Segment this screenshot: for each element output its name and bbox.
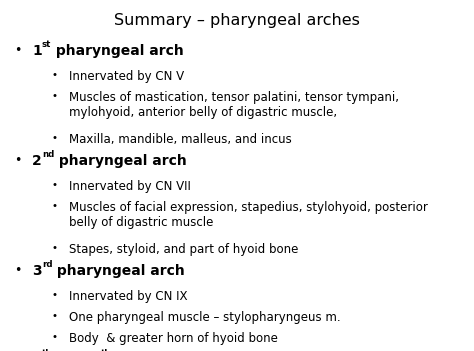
Text: pharyngeal arch: pharyngeal arch: [51, 44, 184, 58]
Text: •: •: [52, 332, 57, 342]
Text: •: •: [14, 264, 22, 277]
Text: th: th: [42, 349, 52, 351]
Text: •: •: [52, 180, 57, 190]
Text: •: •: [14, 154, 22, 167]
Text: Muscles of mastication, tensor palatini, tensor tympani,
mylohyoid, anterior bel: Muscles of mastication, tensor palatini,…: [69, 91, 399, 119]
Text: •: •: [52, 133, 57, 143]
Text: Maxilla, mandible, malleus, and incus: Maxilla, mandible, malleus, and incus: [69, 133, 292, 146]
Text: •: •: [14, 44, 22, 57]
Text: pharyngeal arch: pharyngeal arch: [54, 154, 187, 168]
Text: Muscles of facial expression, stapedius, stylohyoid, posterior
belly of digastri: Muscles of facial expression, stapedius,…: [69, 201, 428, 229]
Text: Body  & greater horn of hyoid bone: Body & greater horn of hyoid bone: [69, 332, 278, 345]
Text: •: •: [52, 311, 57, 321]
Text: •: •: [52, 243, 57, 253]
Text: 1: 1: [32, 44, 42, 58]
Text: •: •: [52, 91, 57, 101]
Text: pharyngeal arch: pharyngeal arch: [52, 264, 185, 278]
Text: st: st: [42, 40, 51, 49]
Text: 3: 3: [32, 264, 42, 278]
Text: Innervated by CN IX: Innervated by CN IX: [69, 290, 187, 303]
Text: •: •: [52, 70, 57, 80]
Text: One pharyngeal muscle – stylopharyngeus m.: One pharyngeal muscle – stylopharyngeus …: [69, 311, 340, 324]
Text: •: •: [52, 290, 57, 300]
Text: nd: nd: [42, 150, 54, 159]
Text: 2: 2: [32, 154, 42, 168]
Text: th: th: [101, 349, 111, 351]
Text: Innervated by CN V: Innervated by CN V: [69, 70, 184, 83]
Text: Innervated by CN VII: Innervated by CN VII: [69, 180, 191, 193]
Text: rd: rd: [42, 260, 52, 269]
Text: Stapes, styloid, and part of hyoid bone: Stapes, styloid, and part of hyoid bone: [69, 243, 298, 256]
Text: •: •: [52, 201, 57, 211]
Text: Summary – pharyngeal arches: Summary – pharyngeal arches: [114, 13, 360, 28]
